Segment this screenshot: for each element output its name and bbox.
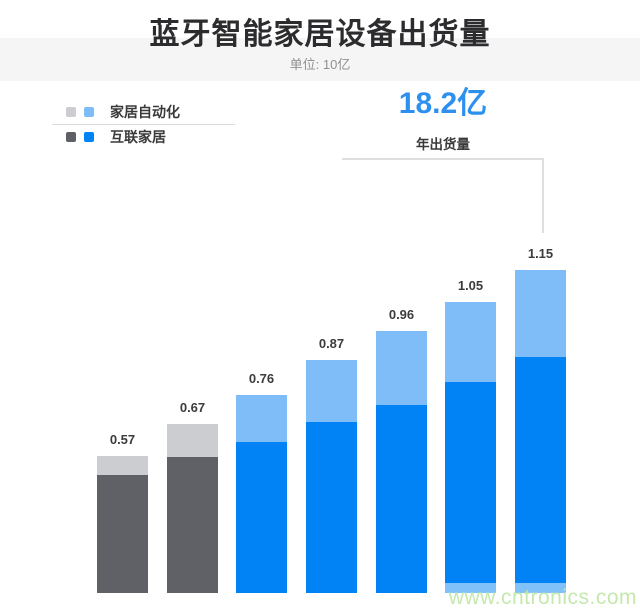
annual-shipments-caption: 年出货量 — [416, 137, 470, 152]
bar-segment-互联家居 — [97, 475, 148, 593]
bar-value-label: 0.67 — [179, 400, 206, 415]
legend-swatch-gray-dark-icon — [66, 132, 76, 142]
callout-bracket-horizontal-line — [342, 158, 544, 160]
legend-swatch-blue-light-icon — [84, 107, 94, 117]
bar-segment-家居自动化 — [376, 331, 427, 405]
legend-swatch-blue-dark-icon — [84, 132, 94, 142]
legend-swatch-gray-light-icon — [66, 107, 76, 117]
bar-segment-互联家居 — [236, 442, 287, 593]
bar-value-label: 0.76 — [248, 371, 275, 386]
bar-segment-互联家居 — [376, 405, 427, 593]
page-subtitle: 单位: 10亿 — [289, 57, 351, 72]
bar-segment-家居自动化 — [236, 395, 287, 442]
bar-value-label: 1.05 — [457, 278, 484, 293]
watermark-background — [443, 583, 640, 614]
legend-label: 互联家居 — [110, 129, 166, 145]
legend-item-connected-home: 互联家居 — [52, 124, 235, 149]
bar-segment-互联家居 — [306, 422, 357, 593]
page-title: 蓝牙智能家居设备出货量 — [149, 18, 491, 51]
bar-segment-互联家居 — [445, 382, 496, 593]
bar-value-label: 0.57 — [109, 432, 136, 447]
watermark: www.cntronics.com — [448, 586, 637, 609]
legend-label: 家居自动化 — [110, 104, 180, 120]
bar-segment-家居自动化 — [445, 302, 496, 382]
bar-segment-家居自动化 — [167, 424, 218, 457]
bar-value-label: 0.96 — [388, 307, 415, 322]
bar-segment-家居自动化 — [515, 270, 566, 357]
callout-bracket-vertical-line — [542, 158, 544, 233]
annual-shipments-callout: 18.2亿 年出货量 — [342, 87, 544, 153]
legend-item-home-automation: 家居自动化 — [52, 100, 235, 124]
bar-segment-互联家居 — [515, 357, 566, 593]
bar-segment-家居自动化 — [97, 456, 148, 475]
subtitle-band — [0, 38, 640, 81]
bar-value-label: 1.15 — [527, 246, 554, 261]
bar-value-label: 0.87 — [318, 336, 345, 351]
chart-legend: 家居自动化 互联家居 — [52, 100, 235, 149]
bar-segment-互联家居 — [167, 457, 218, 593]
bar-segment-家居自动化 — [306, 360, 357, 422]
annual-shipments-value: 18.2亿 — [398, 87, 488, 120]
